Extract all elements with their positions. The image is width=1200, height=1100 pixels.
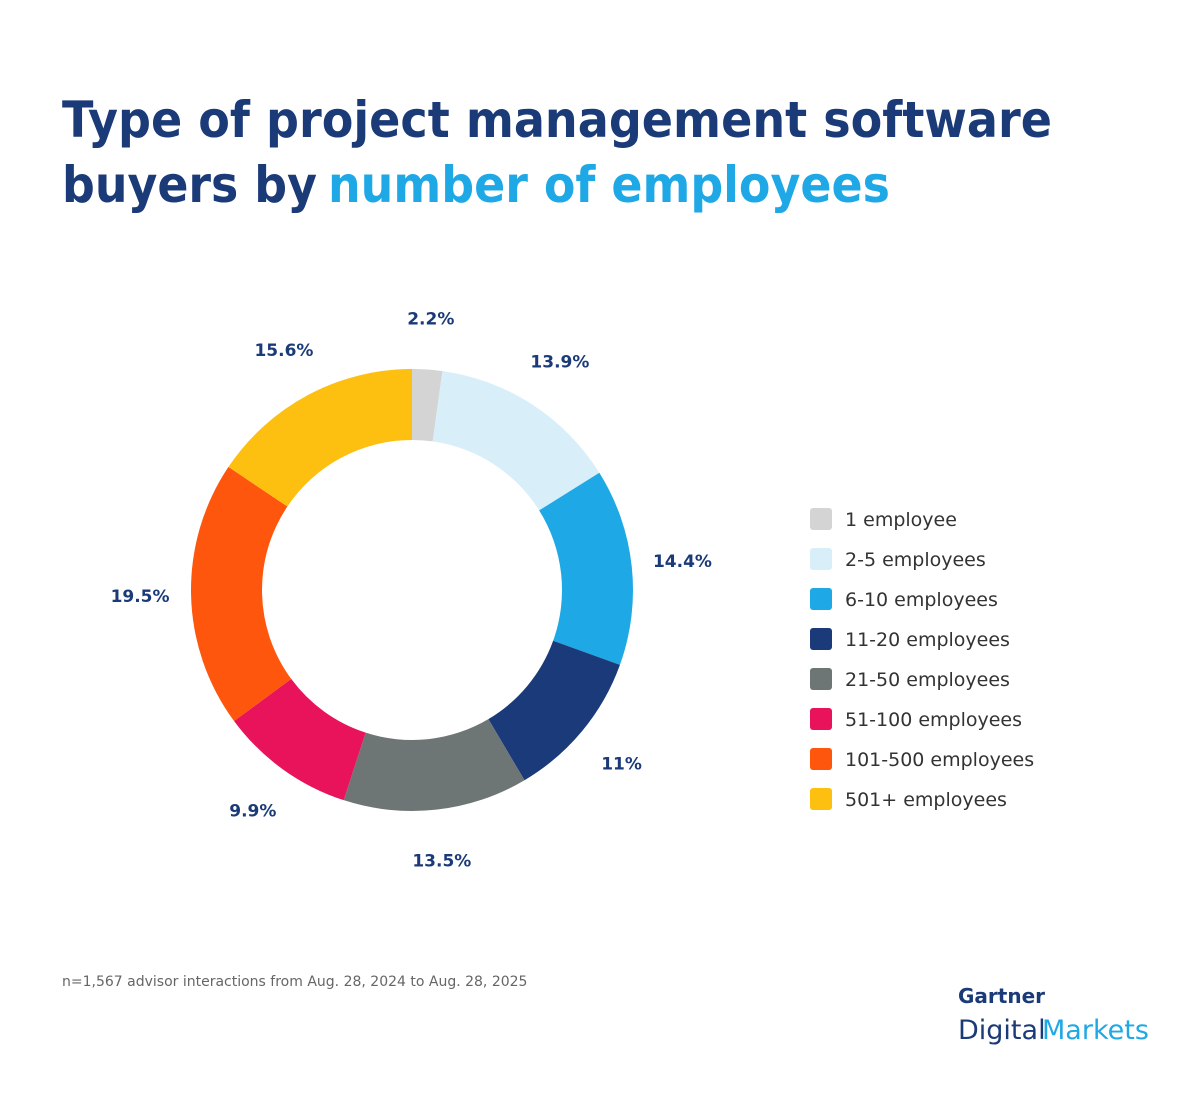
legend-label: 11-20 employees (845, 629, 1010, 651)
legend-label: 101-500 employees (845, 749, 1034, 771)
value-label: 13.5% (412, 851, 471, 871)
value-label: 11% (601, 754, 642, 774)
donut-segment (234, 678, 366, 801)
legend-swatch (810, 588, 832, 610)
value-label: 2.2% (407, 310, 454, 330)
donut-segment (488, 640, 620, 781)
logo-line2: Markets (1042, 1015, 1149, 1046)
donut-segment (432, 371, 600, 511)
legend-label: 21-50 employees (845, 669, 1010, 691)
legend-swatch (810, 788, 832, 810)
legend-label: 2-5 employees (845, 549, 986, 571)
donut-segment (191, 466, 292, 722)
legend-swatch (810, 668, 832, 690)
donut-segment (343, 719, 525, 812)
legend-swatch (810, 548, 832, 570)
legend-label: 51-100 employees (845, 709, 1022, 731)
legend-swatch (810, 628, 832, 650)
legend-swatch (810, 708, 832, 730)
legend-swatch (810, 748, 832, 770)
value-label: 13.9% (530, 353, 589, 373)
chart-title: Type of project management software buyer… (62, 91, 1052, 214)
donut-segment (412, 369, 443, 442)
value-label: 19.5% (111, 587, 170, 607)
logo-name: Gartner (958, 984, 1045, 1008)
chart-title-highlight: number of employees (328, 156, 890, 214)
value-label: 9.9% (229, 802, 276, 822)
donut-segment (539, 472, 633, 665)
donut-segment (228, 369, 412, 507)
legend-label: 501+ employees (845, 789, 1007, 811)
footnote: n=1,567 advisor interactions from Aug. 2… (62, 974, 527, 990)
value-label: 15.6% (254, 341, 313, 361)
legend-label: 1 employee (845, 509, 957, 531)
logo-line1: Digital (958, 1015, 1046, 1046)
value-label: 14.4% (653, 552, 712, 572)
legend-label: 6-10 employees (845, 589, 998, 611)
legend-swatch (810, 508, 832, 530)
